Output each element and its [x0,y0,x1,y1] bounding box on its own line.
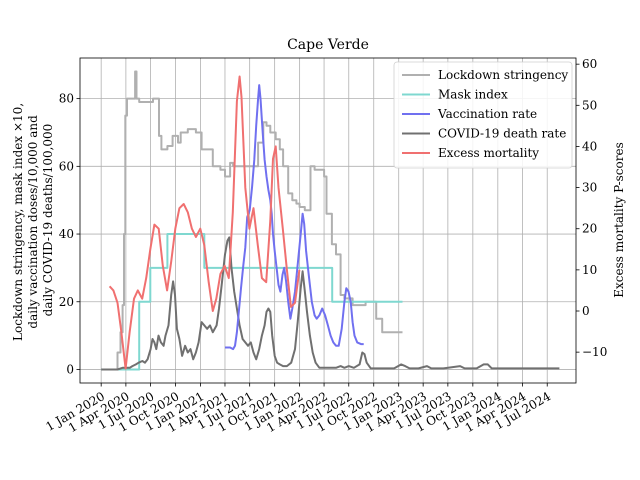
y-tick-label-right: 30 [582,181,597,195]
series-line-excess-mortality [108,75,301,370]
y-tick-label-right: 60 [582,57,597,71]
y-tick-label-left: 0 [66,362,74,376]
legend-label: Mask index [438,88,508,102]
series-line-vaccination-rate [225,84,364,351]
legend-label: COVID-19 death rate [438,127,566,141]
y-tick-label-left: 40 [59,227,74,241]
y-tick-label-left: 20 [59,295,74,309]
y-axis-left-label-line-2: daily vaccination doses/10,000 and [26,115,40,329]
y-tick-label-right: 10 [582,263,597,277]
y-axis-left: 0 20 40 60 80 [59,92,80,376]
y-tick-label-right: 40 [582,139,597,153]
legend-label: Vaccination rate [437,107,537,121]
y-axis-left-label: Lockdown stringency, mask index ×10, dai… [11,99,55,341]
plot-area [101,70,560,371]
y-axis-left-label-line-3: daily COVID-19 deaths/100,000 [41,124,55,317]
y-tick-label-left: 80 [59,92,74,106]
legend-label: Excess mortality [438,146,539,160]
series-line-covid-19-death-rate [101,236,560,371]
legend-label: Lockdown stringency [438,68,568,82]
y-tick-label-left: 60 [59,159,74,173]
y-axis-right: −10 0 10 20 30 40 50 60 [576,57,607,359]
legend-frame [393,61,573,169]
y-tick-label-right: 50 [582,98,597,112]
y-axis-right-label: Excess mortality P-scores [612,142,626,297]
y-tick-label-right: 20 [582,222,597,236]
chart-title: Cape Verde [287,37,369,53]
y-tick-label-right: −10 [582,345,607,359]
series-line-lockdown-stringency [101,70,403,371]
y-tick-label-right: 0 [582,304,590,318]
y-axis-left-label-line-1: Lockdown stringency, mask index ×10, [11,103,25,341]
series-line-mask-index [101,233,403,371]
plot-frame [79,57,577,384]
legend: Lockdown stringency Mask index Vaccination… [393,61,573,169]
